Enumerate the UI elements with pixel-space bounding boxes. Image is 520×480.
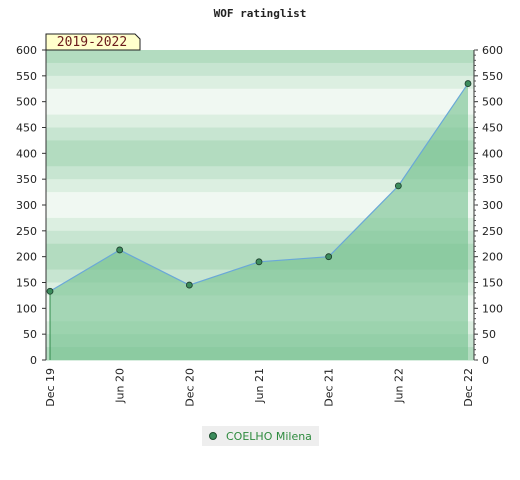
y-tick-label-right: 350 <box>482 173 503 186</box>
y-tick-label-left: 0 <box>30 354 37 367</box>
background-band <box>46 114 474 128</box>
series-area <box>50 83 468 360</box>
background-band <box>46 179 474 193</box>
y-tick-label-left: 200 <box>16 251 37 264</box>
x-tick-labels: Dec 19 Jun 20 Dec 20 Jun 21 Dec 21 Jun 22 Dec … <box>44 368 475 407</box>
data-point <box>394 182 402 190</box>
series-points <box>46 80 472 295</box>
y-tick-label-left: 150 <box>16 277 37 290</box>
data-point <box>116 246 124 254</box>
background-band <box>46 50 474 64</box>
x-tick-label: Jun 22 <box>392 368 405 404</box>
x-tick-label: Dec 20 <box>183 368 196 407</box>
x-tick-label: Dec 22 <box>462 368 475 407</box>
y-tick-label-left: 500 <box>16 96 37 109</box>
y-tick-label-left: 350 <box>16 173 37 186</box>
y-tick-label-right: 50 <box>482 328 496 341</box>
y-minor-ticks-right <box>474 49 476 361</box>
background-band <box>46 140 474 154</box>
background-band <box>46 127 474 141</box>
legend-label: COELHO Milena <box>226 429 312 443</box>
background-band <box>46 166 474 180</box>
y-tick-label-right: 550 <box>482 70 503 83</box>
y-tick-label-right: 0 <box>482 354 489 367</box>
background-band <box>46 192 474 206</box>
data-point <box>464 80 472 87</box>
y-tick-labels-right: 0 50 100 150 200 250 300 350 400 450 500 550 600 <box>474 44 503 367</box>
y-tick-labels-left: 0 50 100 150 200 250 300 350 400 450 500 550 600 <box>16 44 46 367</box>
y-tick-label-right: 200 <box>482 251 503 264</box>
y-tick-label-right: 500 <box>482 96 503 109</box>
y-tick-label-right: 450 <box>482 122 503 135</box>
y-tick-label-right: 300 <box>482 199 503 212</box>
legend-marker-icon <box>209 432 217 440</box>
y-tick-label-left: 250 <box>16 225 37 238</box>
y-tick-label-right: 100 <box>482 302 503 315</box>
y-tick-label-right: 600 <box>482 44 503 57</box>
y-tick-label-left: 550 <box>16 70 37 83</box>
background-band <box>46 101 474 116</box>
period-label-box: 2019-2022 <box>45 33 141 51</box>
y-tick-label-right: 250 <box>482 225 503 238</box>
data-point <box>255 258 263 266</box>
y-tick-label-right: 150 <box>482 277 503 290</box>
y-tick-label-left: 400 <box>16 147 37 160</box>
background-band <box>46 62 474 77</box>
data-point <box>46 287 54 295</box>
y-tick-label-left: 450 <box>16 122 37 135</box>
chart-title: WOF ratinglist <box>214 7 307 20</box>
background-band <box>46 75 474 90</box>
x-tick-label: Dec 21 <box>323 368 336 407</box>
background-band <box>46 205 474 219</box>
y-tick-label-left: 600 <box>16 44 37 57</box>
y-tick-label-left: 50 <box>23 328 37 341</box>
data-point <box>185 281 193 289</box>
background-band <box>46 153 474 167</box>
x-tick-label: Jun 21 <box>253 368 266 404</box>
y-tick-label-left: 300 <box>16 199 37 212</box>
x-tick-label: Dec 19 <box>44 368 57 407</box>
y-tick-label-right: 400 <box>482 147 503 160</box>
data-point <box>325 253 333 261</box>
legend: COELHO Milena <box>202 426 319 446</box>
y-tick-label-left: 100 <box>16 302 37 315</box>
x-tick-label: Jun 20 <box>114 368 127 404</box>
background-band <box>46 88 474 103</box>
period-label: 2019-2022 <box>57 35 127 50</box>
